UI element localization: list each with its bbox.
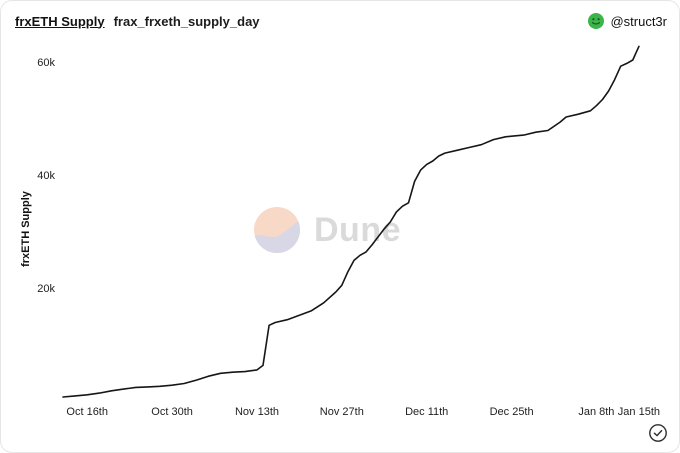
x-tick-label: Nov 27th	[320, 406, 364, 418]
query-name[interactable]: frax_frxeth_supply_day	[113, 13, 260, 29]
y-tick-label: 20k	[37, 283, 55, 295]
y-tick-label: 60k	[37, 57, 55, 69]
x-tick-label: Jan 15th	[618, 406, 660, 418]
watermark-text: Dune	[314, 210, 401, 249]
chart-header: frxETH Supply frax_frxeth_supply_day @st…	[15, 13, 667, 29]
dune-watermark: Dune	[254, 207, 401, 253]
dune-logo-icon	[254, 207, 300, 253]
x-tick-label: Oct 16th	[66, 406, 108, 418]
y-tick-label: 40k	[37, 170, 55, 182]
x-tick-label: Nov 13th	[235, 406, 279, 418]
x-tick-label: Dec 25th	[490, 406, 534, 418]
author-link[interactable]: @struct3r	[588, 13, 667, 29]
title-group: frxETH Supply frax_frxeth_supply_day	[15, 14, 260, 29]
x-tick-label: Jan 8th	[578, 406, 614, 418]
author-handle: @struct3r	[610, 13, 667, 29]
check-circle-icon[interactable]	[648, 423, 668, 443]
chart-title-link[interactable]: frxETH Supply	[15, 13, 105, 29]
green-smiley-icon	[588, 13, 605, 29]
y-axis-label: frxETH Supply	[20, 191, 32, 267]
supply-line	[62, 45, 640, 398]
x-tick-label: Oct 30th	[151, 406, 193, 418]
x-tick-label: Dec 11th	[405, 406, 448, 418]
